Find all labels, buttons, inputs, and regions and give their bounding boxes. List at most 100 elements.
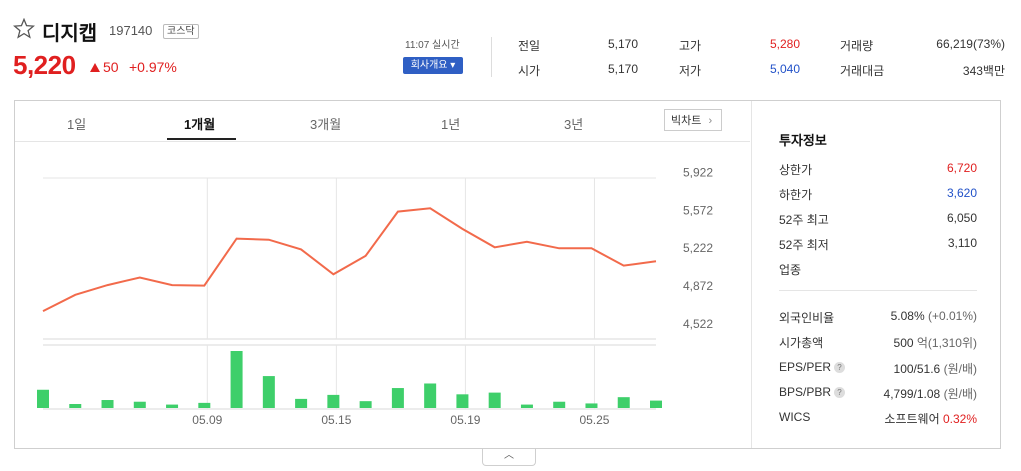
trade-amount-label: 거래대금 [840,64,885,78]
foreign-ratio: 5.08% [890,309,925,323]
tab-3year[interactable]: 3년 [564,117,584,132]
price-change-value: 50 [103,59,119,75]
y-tick-label: 4,522 [683,317,713,331]
tab-1day[interactable]: 1일 [67,117,87,132]
foreign-ratio-label: 외국인비율 [779,311,835,325]
volume-bar [424,383,437,408]
x-tick-label: 05.19 [450,413,480,427]
section-divider [779,290,977,291]
prev-close-value: 5,170 [607,37,638,51]
volume-bar [37,389,49,408]
market-badge: 코스닥 [163,24,199,39]
market-cap: 500 [893,336,914,350]
realtime-timestamp: 11:07 실시간 [405,40,460,51]
y-tick-label: 5,222 [683,241,713,255]
lower-limit-label: 하한가 [779,188,813,202]
volume-bar [553,401,566,408]
wics-value: 소프트웨어 0.32% [860,410,977,427]
foreign-ratio-change: (+0.01%) [927,309,977,323]
lower-limit-value: 3,620 [946,186,977,200]
period-tabs [15,101,750,142]
help-icon[interactable]: ? [834,387,846,398]
bps-pbr-unit: (원/배) [943,387,977,401]
stock-name: 디지캡 [42,23,98,45]
volume-bar [359,401,372,408]
y-tick-label: 5,572 [683,203,713,217]
big-chart-label: 빅차트 [671,115,702,127]
trade-amount-value: 343백만 [962,64,1005,78]
volume-bar [488,392,501,408]
tab-3month[interactable]: 3개월 [310,117,342,132]
stock-code: 197140 [109,23,153,38]
upper-limit-label: 상한가 [779,163,813,177]
market-cap-label: 시가총액 [779,336,824,350]
volume-bar [198,402,211,408]
eps-per-value: 100/51.6 (원/배) [860,360,977,377]
wics-rate: 0.32% [942,412,977,426]
bps-pbr-label-text: BPS/PBR [779,385,832,399]
week52-high-value: 6,050 [946,211,977,225]
x-tick-label: 05.09 [192,413,222,427]
sector-label: 업종 [779,263,802,277]
side-divider [751,101,752,448]
prev-close-label: 전일 [518,39,541,53]
high-label: 고가 [679,39,702,53]
y-tick-label: 4,872 [683,279,713,293]
big-chart-button[interactable]: 빅차트 › [664,109,722,131]
upper-limit-value: 6,720 [946,161,977,175]
eps-per-label: EPS/PER? [779,360,846,374]
up-triangle-icon [90,63,100,72]
bps-pbr: 4,799/1.08 [883,387,941,401]
volume-bar [327,394,340,408]
current-price: 5,220 [13,50,76,80]
volume-bar [585,403,598,408]
volume-bar [295,398,308,408]
volume-bar [650,400,662,408]
volume-bar [133,401,146,408]
bps-pbr-value: 4,799/1.08 (원/배) [860,385,977,402]
volume-bar [230,351,243,408]
favorite-star-icon[interactable] [13,18,35,39]
wics-label: WICS [779,410,811,424]
volume-value: 66,219(73%) [936,37,1005,51]
week52-low-label: 52주 최저 [779,238,829,252]
company-overview-button[interactable]: 회사개요 ▾ [403,57,463,74]
tab-1month[interactable]: 1개월 [184,117,216,132]
week52-high-label: 52주 최고 [779,213,829,227]
eps-per: 100/51.6 [893,362,941,376]
price-change: 50 [90,59,119,75]
investment-info-title: 투자정보 [779,133,827,148]
collapse-button[interactable]: ︿ [482,449,536,466]
tab-1year[interactable]: 1년 [441,117,461,132]
chevron-up-icon: ︿ [504,450,514,461]
wics-sector: 소프트웨어 [884,412,940,426]
open-label: 시가 [518,64,541,78]
x-tick-label: 05.25 [579,413,609,427]
chart-panel [14,100,1001,449]
market-cap-rank: 억(1,310위) [916,336,977,350]
volume-bar [101,400,114,408]
eps-per-unit: (원/배) [943,362,977,376]
market-cap-value: 500 억(1,310위) [860,334,977,351]
help-icon[interactable]: ? [834,362,846,373]
divider [491,37,492,77]
price-line [42,207,657,312]
low-value: 5,040 [769,62,800,76]
volume-bar [391,388,404,408]
foreign-ratio-value: 5.08% (+0.01%) [860,309,977,323]
low-label: 저가 [679,64,702,78]
y-tick-label: 5,922 [683,165,713,179]
volume-bar [617,397,630,408]
bps-pbr-label: BPS/PBR? [779,385,846,399]
volume-label: 거래량 [840,39,874,53]
chevron-right-icon: › [708,115,713,127]
volume-bar [262,376,275,408]
high-value: 5,280 [769,37,800,51]
active-tab-indicator [167,138,236,140]
volume-bar [166,404,179,408]
volume-bar [69,404,82,408]
price-chart: 5,922 5,572 5,222 4,872 4,522 05.09 05.15 05.19… [37,165,713,427]
volume-bar [520,404,533,408]
volume-bar [456,394,469,408]
eps-per-label-text: EPS/PER [779,360,832,374]
